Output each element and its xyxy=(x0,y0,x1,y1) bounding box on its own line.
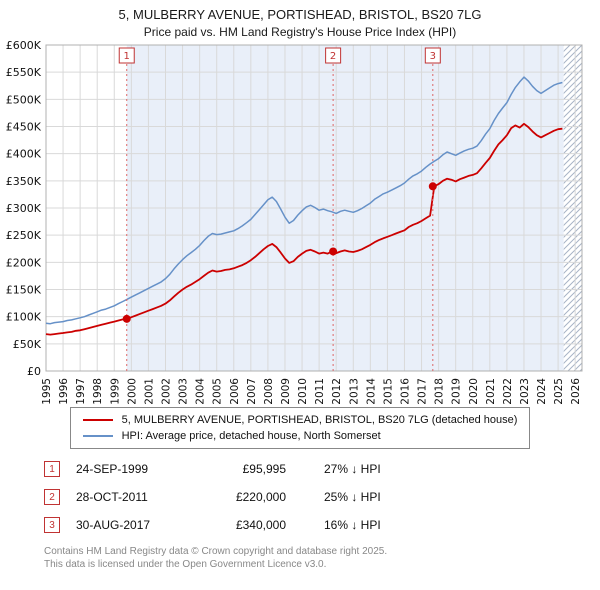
transaction-price: £95,995 xyxy=(242,462,286,476)
table-row: 3 30-AUG-2017 £340,000 16% ↓ HPI xyxy=(44,517,600,533)
x-axis-tick-label: 2025 xyxy=(553,378,565,405)
transaction-number-badge: 2 xyxy=(44,489,60,505)
y-axis-tick-label: £550K xyxy=(6,66,42,79)
y-axis-tick-label: £300K xyxy=(6,202,42,215)
page-title: 5, MULBERRY AVENUE, PORTISHEAD, BRISTOL,… xyxy=(118,7,482,22)
y-axis-tick-label: £450K xyxy=(6,121,42,134)
x-axis-tick-label: 2005 xyxy=(212,378,224,405)
sale-number-box xyxy=(424,47,441,64)
x-axis-tick-label: 1999 xyxy=(109,378,121,405)
x-axis-tick-label: 2021 xyxy=(485,378,497,405)
transaction-number-badge: 1 xyxy=(44,461,60,477)
y-axis-tick-label: £50K xyxy=(13,338,42,351)
x-axis-tick-label: 2013 xyxy=(348,378,360,405)
footer-line2: This data is licensed under the Open Gov… xyxy=(44,559,327,570)
sale-marker-dot xyxy=(329,247,338,256)
x-axis-tick-label: 2016 xyxy=(399,378,411,405)
legend-item-property: 5, MULBERRY AVENUE, PORTISHEAD, BRISTOL,… xyxy=(82,412,518,428)
transaction-date: 28-OCT-2011 xyxy=(76,490,148,504)
chart-header: 5, MULBERRY AVENUE, PORTISHEAD, BRISTOL,… xyxy=(0,0,600,39)
x-axis-tick-label: 2012 xyxy=(331,378,343,405)
sale-number-label: 1 xyxy=(124,51,130,62)
transaction-price: £220,000 xyxy=(235,490,286,504)
sale-number-box xyxy=(118,47,135,64)
x-axis-tick-label: 2006 xyxy=(229,378,241,405)
x-axis-tick-label: 1996 xyxy=(58,378,70,405)
sale-marker-dot xyxy=(122,314,131,323)
x-axis-tick-label: 2022 xyxy=(502,378,514,405)
chart-legend: 5, MULBERRY AVENUE, PORTISHEAD, BRISTOL,… xyxy=(69,407,531,449)
x-axis-tick-label: 2009 xyxy=(280,378,292,405)
y-axis-tick-label: £500K xyxy=(6,93,42,106)
transaction-price: £340,000 xyxy=(235,518,286,532)
x-axis-tick-label: 2008 xyxy=(263,378,275,405)
transaction-date: 24-SEP-1999 xyxy=(76,462,149,476)
x-axis-tick-label: 2024 xyxy=(536,378,548,405)
x-axis-tick-label: 1997 xyxy=(75,378,87,405)
x-axis-tick-label: 1995 xyxy=(41,378,53,405)
x-axis-tick-label: 2002 xyxy=(160,378,172,405)
license-footer: Contains HM Land Registry data © Crown c… xyxy=(44,545,600,571)
x-axis-tick-label: 2020 xyxy=(468,378,480,405)
table-row: 2 28-OCT-2011 £220,000 25% ↓ HPI xyxy=(44,489,600,505)
table-row: 1 24-SEP-1999 £95,995 27% ↓ HPI xyxy=(44,461,600,477)
legend-swatch-property xyxy=(82,419,113,421)
legend-label-hpi: HPI: Average price, detached house, Nort… xyxy=(121,430,381,442)
hpi-line xyxy=(45,76,563,325)
x-axis-tick-label: 2003 xyxy=(178,378,190,405)
transactions-table: 1 24-SEP-1999 £95,995 27% ↓ HPI 2 28-OCT… xyxy=(44,461,600,533)
x-axis-tick-label: 2026 xyxy=(570,378,582,405)
footer-line1: Contains HM Land Registry data © Crown c… xyxy=(44,546,388,557)
legend-swatch-hpi xyxy=(82,435,113,437)
x-axis-tick-label: 2017 xyxy=(417,378,429,405)
transaction-number-badge: 3 xyxy=(44,517,60,533)
x-axis-tick-label: 2014 xyxy=(365,378,377,405)
price-chart: £0 £50K £100K £150K £200K £250K £300K £350K £400… xyxy=(6,39,583,405)
sale-number-box xyxy=(325,47,342,64)
x-axis-tick-label: 2018 xyxy=(434,378,446,405)
x-axis-tick-label: 2010 xyxy=(297,378,309,405)
transaction-hpi-diff: 25% ↓ HPI xyxy=(324,490,381,504)
x-axis-tick-label: 2015 xyxy=(382,378,394,405)
x-axis-tick-label: 2011 xyxy=(314,378,326,405)
x-axis-tick-label: 2000 xyxy=(126,378,138,405)
transaction-date: 30-AUG-2017 xyxy=(76,518,151,532)
x-axis-tick-label: 1998 xyxy=(92,378,104,405)
legend-item-hpi: HPI: Average price, detached house, Nort… xyxy=(82,428,518,444)
y-axis-tick-label: £250K xyxy=(6,229,42,242)
y-axis-tick-label: £150K xyxy=(6,284,42,297)
sale-number-label: 3 xyxy=(430,51,436,62)
x-axis-tick-label: 2019 xyxy=(451,378,463,405)
y-axis-tick-label: £100K xyxy=(6,311,42,324)
x-axis-tick-label: 2004 xyxy=(195,378,207,405)
sale-number-label: 2 xyxy=(330,51,336,62)
plot-border xyxy=(45,44,583,372)
page-subtitle: Price paid vs. HM Land Registry's House … xyxy=(143,25,457,39)
x-axis-tick-label: 2001 xyxy=(143,378,155,405)
x-axis-tick-label: 2023 xyxy=(519,378,531,405)
y-axis-tick-label: £0 xyxy=(27,365,41,378)
y-axis-tick-label: £400K xyxy=(6,148,42,161)
y-axis-tick-label: £350K xyxy=(6,175,42,188)
y-axis-tick-label: £600K xyxy=(6,39,42,52)
legend-label-property: 5, MULBERRY AVENUE, PORTISHEAD, BRISTOL,… xyxy=(121,414,518,426)
transaction-hpi-diff: 16% ↓ HPI xyxy=(324,518,381,532)
transaction-hpi-diff: 27% ↓ HPI xyxy=(324,462,381,476)
property-price-line xyxy=(45,122,563,336)
sale-marker-dot xyxy=(428,182,437,191)
x-axis-tick-label: 2007 xyxy=(246,378,258,405)
y-axis-tick-label: £200K xyxy=(6,256,42,269)
